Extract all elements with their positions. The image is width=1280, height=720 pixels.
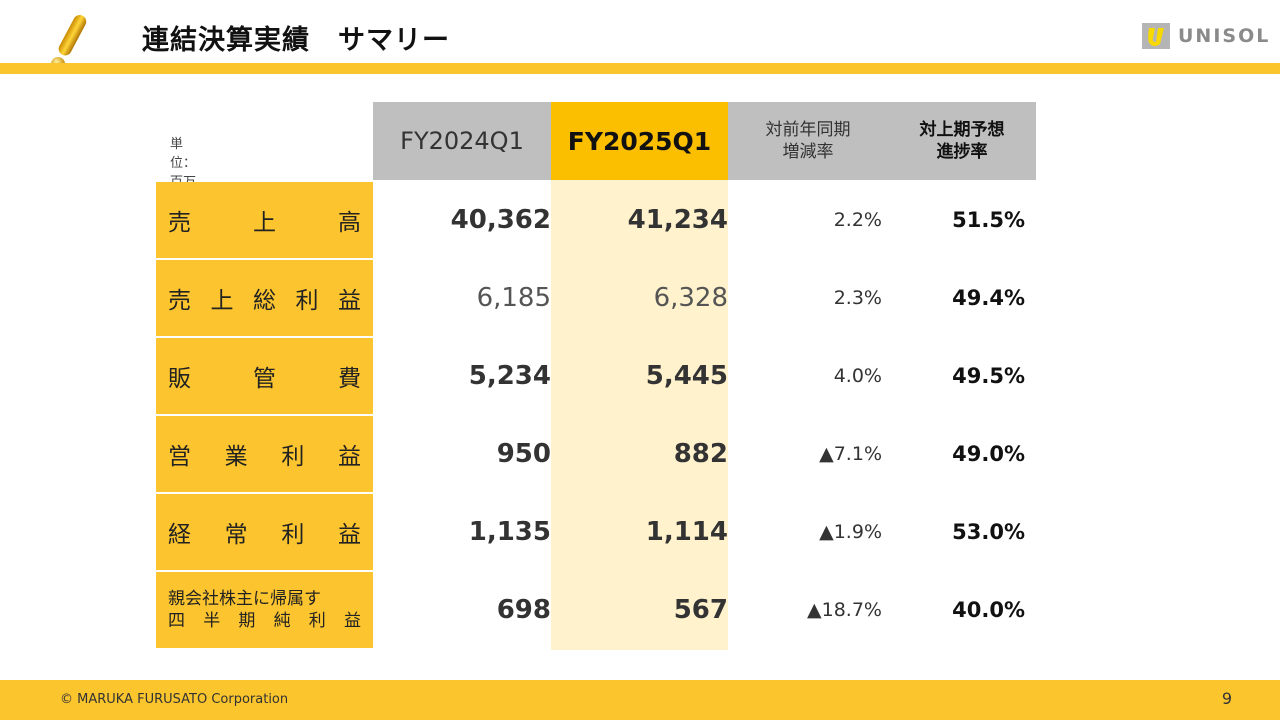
- row-label: 販管費: [156, 338, 373, 414]
- value-progress: 51.5%: [952, 208, 1025, 232]
- value-curr: 5,445: [645, 361, 728, 391]
- header-accent-bar: [0, 63, 1280, 74]
- row-label: 親会社株主に帰属す 四半期純利益: [156, 572, 373, 648]
- row-label: 売上総利益: [156, 260, 373, 336]
- column-header-prev: FY2024Q1: [373, 102, 551, 180]
- row-label: 営業利益: [156, 416, 373, 492]
- column-header-progress: 対上期予想 進捗率: [888, 102, 1036, 180]
- value-prev: 698: [496, 595, 551, 625]
- value-progress: 49.5%: [952, 364, 1025, 388]
- value-yoy: ▲7.1%: [819, 443, 882, 465]
- value-curr: 1,114: [645, 517, 728, 547]
- column-header-group: 対前年同期 増減率 対上期予想 進捗率: [728, 102, 1036, 180]
- value-progress: 40.0%: [952, 598, 1025, 622]
- slide-header: 連結決算実績 サマリー UNISOL: [0, 0, 1280, 75]
- value-progress: 53.0%: [952, 520, 1025, 544]
- table-row: 売上高 40,362 41,234 2.2% 51.5%: [156, 182, 1036, 260]
- value-prev: 1,135: [468, 517, 551, 547]
- value-yoy: 2.2%: [833, 209, 882, 231]
- column-header-yoy: 対前年同期 増減率: [728, 102, 888, 180]
- value-prev: 6,185: [476, 283, 551, 313]
- value-yoy: ▲1.9%: [819, 521, 882, 543]
- table-row: 売上総利益 6,185 6,328 2.3% 49.4%: [156, 260, 1036, 338]
- progress-header-line1: 対上期予想: [919, 119, 1005, 140]
- column-header-curr: FY2025Q1: [551, 102, 728, 180]
- value-curr: 567: [673, 595, 728, 625]
- value-curr: 6,328: [653, 283, 728, 313]
- value-progress: 49.4%: [952, 286, 1025, 310]
- logo-text: UNISOL: [1178, 25, 1271, 47]
- table-row: 親会社株主に帰属す 四半期純利益 698 567 ▲18.7% 40.0%: [156, 572, 1036, 650]
- table-row: 経常利益 1,135 1,114 ▲1.9% 53.0%: [156, 494, 1036, 572]
- row-label-line2: 四半期純利益: [168, 611, 361, 631]
- value-curr: 41,234: [627, 205, 728, 235]
- yoy-header-line1: 対前年同期: [765, 119, 851, 140]
- value-progress: 49.0%: [952, 442, 1025, 466]
- value-prev: 5,234: [468, 361, 551, 391]
- logo-mark-icon: [1142, 23, 1170, 49]
- yoy-header-line2: 増減率: [782, 142, 834, 162]
- current-column-highlight: [551, 180, 728, 650]
- row-label: 経常利益: [156, 494, 373, 570]
- value-curr: 882: [673, 439, 728, 469]
- value-yoy: 4.0%: [833, 365, 882, 387]
- page-number: 9: [1221, 689, 1232, 708]
- table-row: 営業利益 950 882 ▲7.1% 49.0%: [156, 416, 1036, 494]
- value-yoy: ▲18.7%: [807, 599, 882, 621]
- slide-footer: © MARUKA FURUSATO Corporation 9: [0, 680, 1280, 720]
- company-logo: UNISOL: [1142, 23, 1270, 49]
- value-yoy: 2.3%: [833, 287, 882, 309]
- value-prev: 950: [496, 439, 551, 469]
- table-row: 販管費 5,234 5,445 4.0% 49.5%: [156, 338, 1036, 416]
- progress-header-line2: 進捗率: [936, 142, 988, 162]
- page-title: 連結決算実績 サマリー: [142, 25, 450, 56]
- copyright-text: © MARUKA FURUSATO Corporation: [60, 692, 289, 707]
- row-label: 売上高: [156, 182, 373, 258]
- value-prev: 40,362: [450, 205, 551, 235]
- row-label-line1: 親会社株主に帰属す: [168, 588, 321, 609]
